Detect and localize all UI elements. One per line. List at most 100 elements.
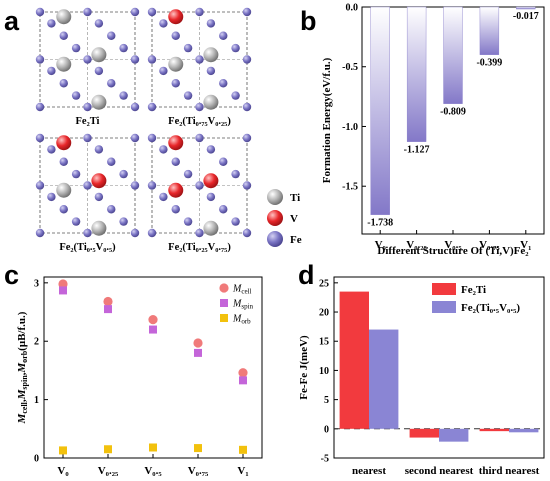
exchange-coupling-chart: -5 0 5 10 15 20 25 nearest second nearest third n…	[298, 276, 545, 477]
ti-atom	[203, 220, 219, 236]
structure-caption: Fe₂(Ti₀.₂₅V₀.₇₅)	[168, 242, 231, 253]
panel-label-a: a	[4, 6, 20, 36]
fe-atom	[35, 55, 45, 64]
y-tick-label: 15	[319, 337, 329, 348]
fe-atom	[231, 169, 240, 179]
fe-atom	[107, 205, 116, 214]
x-tick-label: V₀	[375, 239, 387, 251]
point-cell	[238, 368, 248, 378]
y-axis-label: Mcell,Mspin,Morb(μB/f.u.)	[16, 311, 29, 424]
x-axis-label: Different Structure Of (Ti,V)Fe₂	[377, 245, 529, 257]
y-tick-label: 0.0	[346, 3, 359, 14]
fe-atom	[107, 79, 116, 88]
ti-atom	[203, 47, 219, 63]
point-spin	[194, 348, 202, 357]
y-tick-label: 25	[319, 278, 329, 289]
fe-atom	[47, 19, 56, 28]
x-tick-label: V₀.₅	[144, 465, 162, 477]
fe-atom	[71, 43, 81, 53]
fe-atom	[94, 19, 104, 28]
structure-cell: Fe₂(Ti₀.₅V₀.₅)	[35, 133, 140, 253]
fe-atom	[35, 7, 45, 17]
fe-atom	[183, 91, 193, 100]
fe-atom	[171, 205, 180, 214]
data-label: -1.127	[404, 145, 430, 156]
v-atom	[168, 135, 184, 151]
fe-atom	[242, 102, 252, 112]
fe-atom	[219, 205, 228, 214]
legend-v-atom-icon	[267, 210, 283, 226]
fe-atom	[119, 217, 128, 226]
fe-atom	[83, 181, 92, 190]
atom-legend: Ti V Fe	[267, 189, 302, 247]
fe-atom	[147, 102, 157, 112]
fe-atom	[130, 181, 140, 190]
v-atom	[168, 182, 184, 198]
legend-marker-cell	[219, 283, 229, 293]
fe-atom	[83, 102, 92, 112]
ti-atom	[91, 94, 107, 110]
point-spin	[104, 305, 112, 314]
fe-atom	[59, 31, 68, 40]
fe-atom	[147, 228, 157, 238]
fe-atom	[242, 55, 252, 64]
legend-label-orb: Morb	[232, 314, 251, 326]
fe-atom	[71, 217, 81, 226]
ti-atom	[203, 94, 219, 110]
fe-atom	[35, 102, 45, 112]
structure-caption: Fe₂(Ti₀.₇₅V₀.₂₅)	[168, 116, 231, 127]
fe-atom	[242, 228, 252, 238]
legend-label-0: Fe₂Ti	[461, 284, 486, 296]
point-cell	[58, 279, 68, 289]
legend-marker-spin	[220, 299, 228, 307]
fe-atom	[130, 228, 140, 238]
fe-atom	[242, 181, 252, 190]
x-tick-label: third nearest	[479, 465, 540, 477]
data-label: -0.399	[476, 58, 502, 69]
fe-atom	[47, 145, 56, 154]
fe-atom	[159, 145, 168, 154]
fe-atom	[231, 217, 240, 226]
fe-atom	[183, 169, 193, 179]
legend-swatch-0	[432, 283, 456, 295]
x-tick-label: V₀.₂₅	[98, 465, 119, 477]
fe-atom	[195, 133, 204, 143]
fe-atom	[107, 157, 116, 166]
fe-atom	[183, 217, 193, 226]
crystal-structures: Fe₂Ti Fe₂(Ti₀.₇₅V₀.₂₅) Fe₂(Ti₀.₅V₀.₅) Fe₂(T…	[35, 7, 252, 253]
fe-atom	[171, 31, 180, 40]
y-tick-label: 5	[324, 395, 329, 406]
v-atom	[203, 173, 219, 189]
fe-atom	[130, 7, 140, 17]
v-atom	[168, 9, 184, 25]
point-cell	[148, 315, 158, 325]
bar	[370, 6, 390, 215]
legend-ti-label: Ti	[290, 192, 300, 204]
fe-atom	[195, 102, 204, 112]
fe-atom	[242, 133, 252, 143]
bar-series-1	[439, 428, 469, 442]
v-atom	[91, 173, 107, 189]
bar-series-1	[509, 428, 539, 433]
x-tick-label: V₀	[57, 465, 69, 477]
ti-atom	[56, 9, 72, 25]
fe-atom	[59, 79, 68, 88]
point-cell	[103, 296, 113, 307]
fe-atom	[119, 43, 128, 53]
ti-atom	[168, 56, 184, 72]
fe-atom	[83, 228, 92, 238]
fe-atom	[231, 91, 240, 100]
structure-cell: Fe₂Ti	[35, 7, 140, 127]
x-tick-label: nearest	[352, 465, 386, 477]
fe-atom	[147, 181, 157, 190]
fe-atom	[47, 66, 56, 76]
fe-atom	[242, 7, 252, 17]
fe-atom	[47, 192, 56, 202]
bar	[479, 6, 500, 55]
point-orb	[194, 444, 202, 453]
point-orb	[59, 446, 67, 455]
y-tick-label: -1.5	[342, 182, 358, 193]
data-label: -0.809	[440, 107, 466, 118]
panel-label-c: c	[4, 260, 20, 290]
fe-atom	[130, 102, 140, 112]
